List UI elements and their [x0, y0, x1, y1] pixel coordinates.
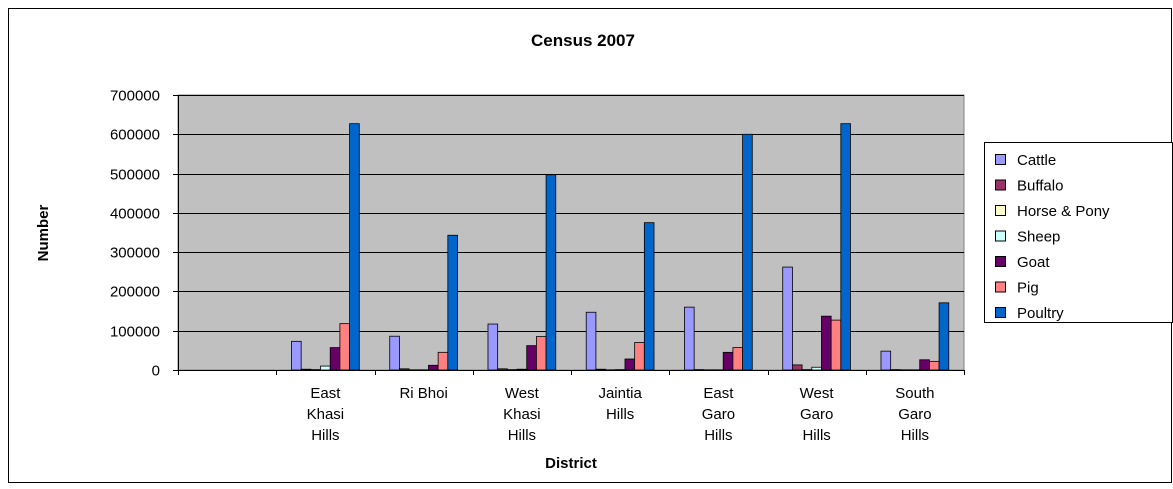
bar-poultry-7: [939, 303, 949, 370]
y-axis-label: Number: [35, 205, 52, 262]
bar-goat-6: [821, 316, 831, 370]
bar-poultry-2: [448, 235, 458, 370]
legend-swatch-horse-pony: [996, 206, 1006, 216]
x-axis-label: District: [545, 455, 597, 472]
x-tick-label: Hills: [508, 427, 536, 444]
legend-label: Horse & Pony: [1017, 203, 1110, 220]
bar-goat-1: [330, 348, 340, 370]
y-tick-label: 300000: [110, 245, 160, 262]
legend-label: Cattle: [1017, 152, 1056, 169]
bar-buffalo-3: [498, 369, 508, 370]
bar-cattle-2: [390, 336, 400, 370]
bar-poultry-4: [644, 223, 654, 370]
legend-swatch-goat: [996, 257, 1006, 267]
legend-label: Goat: [1017, 254, 1050, 271]
bar-sheep-3: [517, 369, 527, 370]
x-tick-label: Khasi: [307, 406, 345, 423]
bar-cattle-5: [684, 307, 694, 370]
x-tick-label: Khasi: [503, 406, 541, 423]
bar-cattle-1: [291, 341, 301, 370]
bar-buffalo-6: [792, 365, 802, 370]
bar-cattle-7: [881, 351, 891, 370]
y-tick-label: 700000: [110, 88, 160, 105]
bar-poultry-6: [841, 124, 851, 370]
y-tick-label: 500000: [110, 167, 160, 184]
x-tick-label: East: [310, 385, 341, 402]
legend-swatch-poultry: [996, 308, 1006, 318]
bar-cattle-6: [783, 267, 793, 370]
bar-pig-7: [929, 361, 939, 370]
legend-box: [985, 143, 1173, 323]
bar-poultry-5: [743, 134, 753, 370]
x-tick-label: East: [703, 385, 734, 402]
x-tick-label: Hills: [704, 427, 732, 444]
bar-goat-5: [723, 352, 733, 370]
bar-goat-2: [428, 365, 438, 370]
x-tick-label: Hills: [606, 406, 634, 423]
x-tick-label: Garo: [898, 406, 931, 423]
legend-swatch-pig: [996, 282, 1006, 292]
legend-swatch-buffalo: [996, 180, 1006, 190]
bar-sheep-6: [812, 367, 822, 370]
bar-buffalo-2: [399, 369, 409, 370]
legend-label: Buffalo: [1017, 178, 1063, 195]
bar-sheep-1: [321, 366, 331, 370]
x-tick-label: West: [800, 385, 835, 402]
legend-label: Pig: [1017, 280, 1039, 297]
y-tick-label: 600000: [110, 127, 160, 144]
bar-goat-3: [527, 346, 537, 370]
x-tick-label: South: [895, 385, 934, 402]
legend-label: Sheep: [1017, 229, 1060, 246]
bar-cattle-4: [586, 312, 596, 370]
y-tick-label: 0: [152, 363, 160, 380]
bar-buffalo-1: [301, 369, 311, 370]
bar-buffalo-4: [596, 369, 606, 370]
x-tick-label: Hills: [311, 427, 339, 444]
bar-cattle-3: [488, 324, 498, 370]
legend: Cattle Buffalo Horse & Pony Sheep Goat Pig Pou…: [985, 143, 1173, 323]
bar-pig-3: [536, 337, 546, 370]
x-tick-label: Ri Bhoi: [399, 385, 447, 402]
legend-label: Poultry: [1017, 305, 1064, 322]
legend-swatch-cattle: [996, 155, 1006, 165]
bar-goat-4: [625, 359, 635, 370]
chart-title: Census 2007: [531, 31, 635, 50]
y-tick-label: 100000: [110, 324, 160, 341]
bar-poultry-1: [350, 124, 360, 370]
y-tick-label: 400000: [110, 206, 160, 223]
x-tick-label: Garo: [800, 406, 833, 423]
x-tick-label: Garo: [702, 406, 735, 423]
bar-pig-2: [438, 352, 448, 370]
x-tick-label: Hills: [901, 427, 929, 444]
y-tick-label: 200000: [110, 284, 160, 301]
bar-pig-5: [733, 348, 743, 370]
bar-poultry-3: [546, 175, 556, 370]
bar-goat-7: [920, 360, 930, 370]
bar-pig-1: [340, 324, 350, 370]
x-tick-label: Hills: [802, 427, 830, 444]
bar-pig-4: [635, 343, 645, 371]
bar-pig-6: [831, 320, 841, 370]
x-tick-label: West: [505, 385, 540, 402]
x-tick-label: Jaintia: [598, 385, 642, 402]
legend-swatch-sheep: [996, 231, 1006, 241]
